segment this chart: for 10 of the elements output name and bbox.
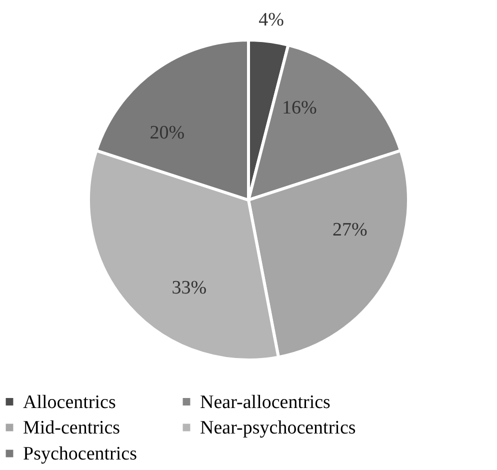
legend-label: Allocentrics [23, 392, 116, 413]
legend-label: Near-allocentrics [200, 392, 330, 413]
legend-label: Psychocentrics [23, 444, 137, 464]
data-label: 16% [282, 97, 317, 118]
data-label: 20% [150, 122, 185, 144]
data-label: 33% [172, 277, 207, 298]
data-label: 4% [258, 9, 284, 30]
legend-label: Mid-centrics [23, 418, 120, 438]
legend-label: Near-psychocentrics [200, 418, 356, 438]
data-label: 27% [332, 219, 368, 240]
